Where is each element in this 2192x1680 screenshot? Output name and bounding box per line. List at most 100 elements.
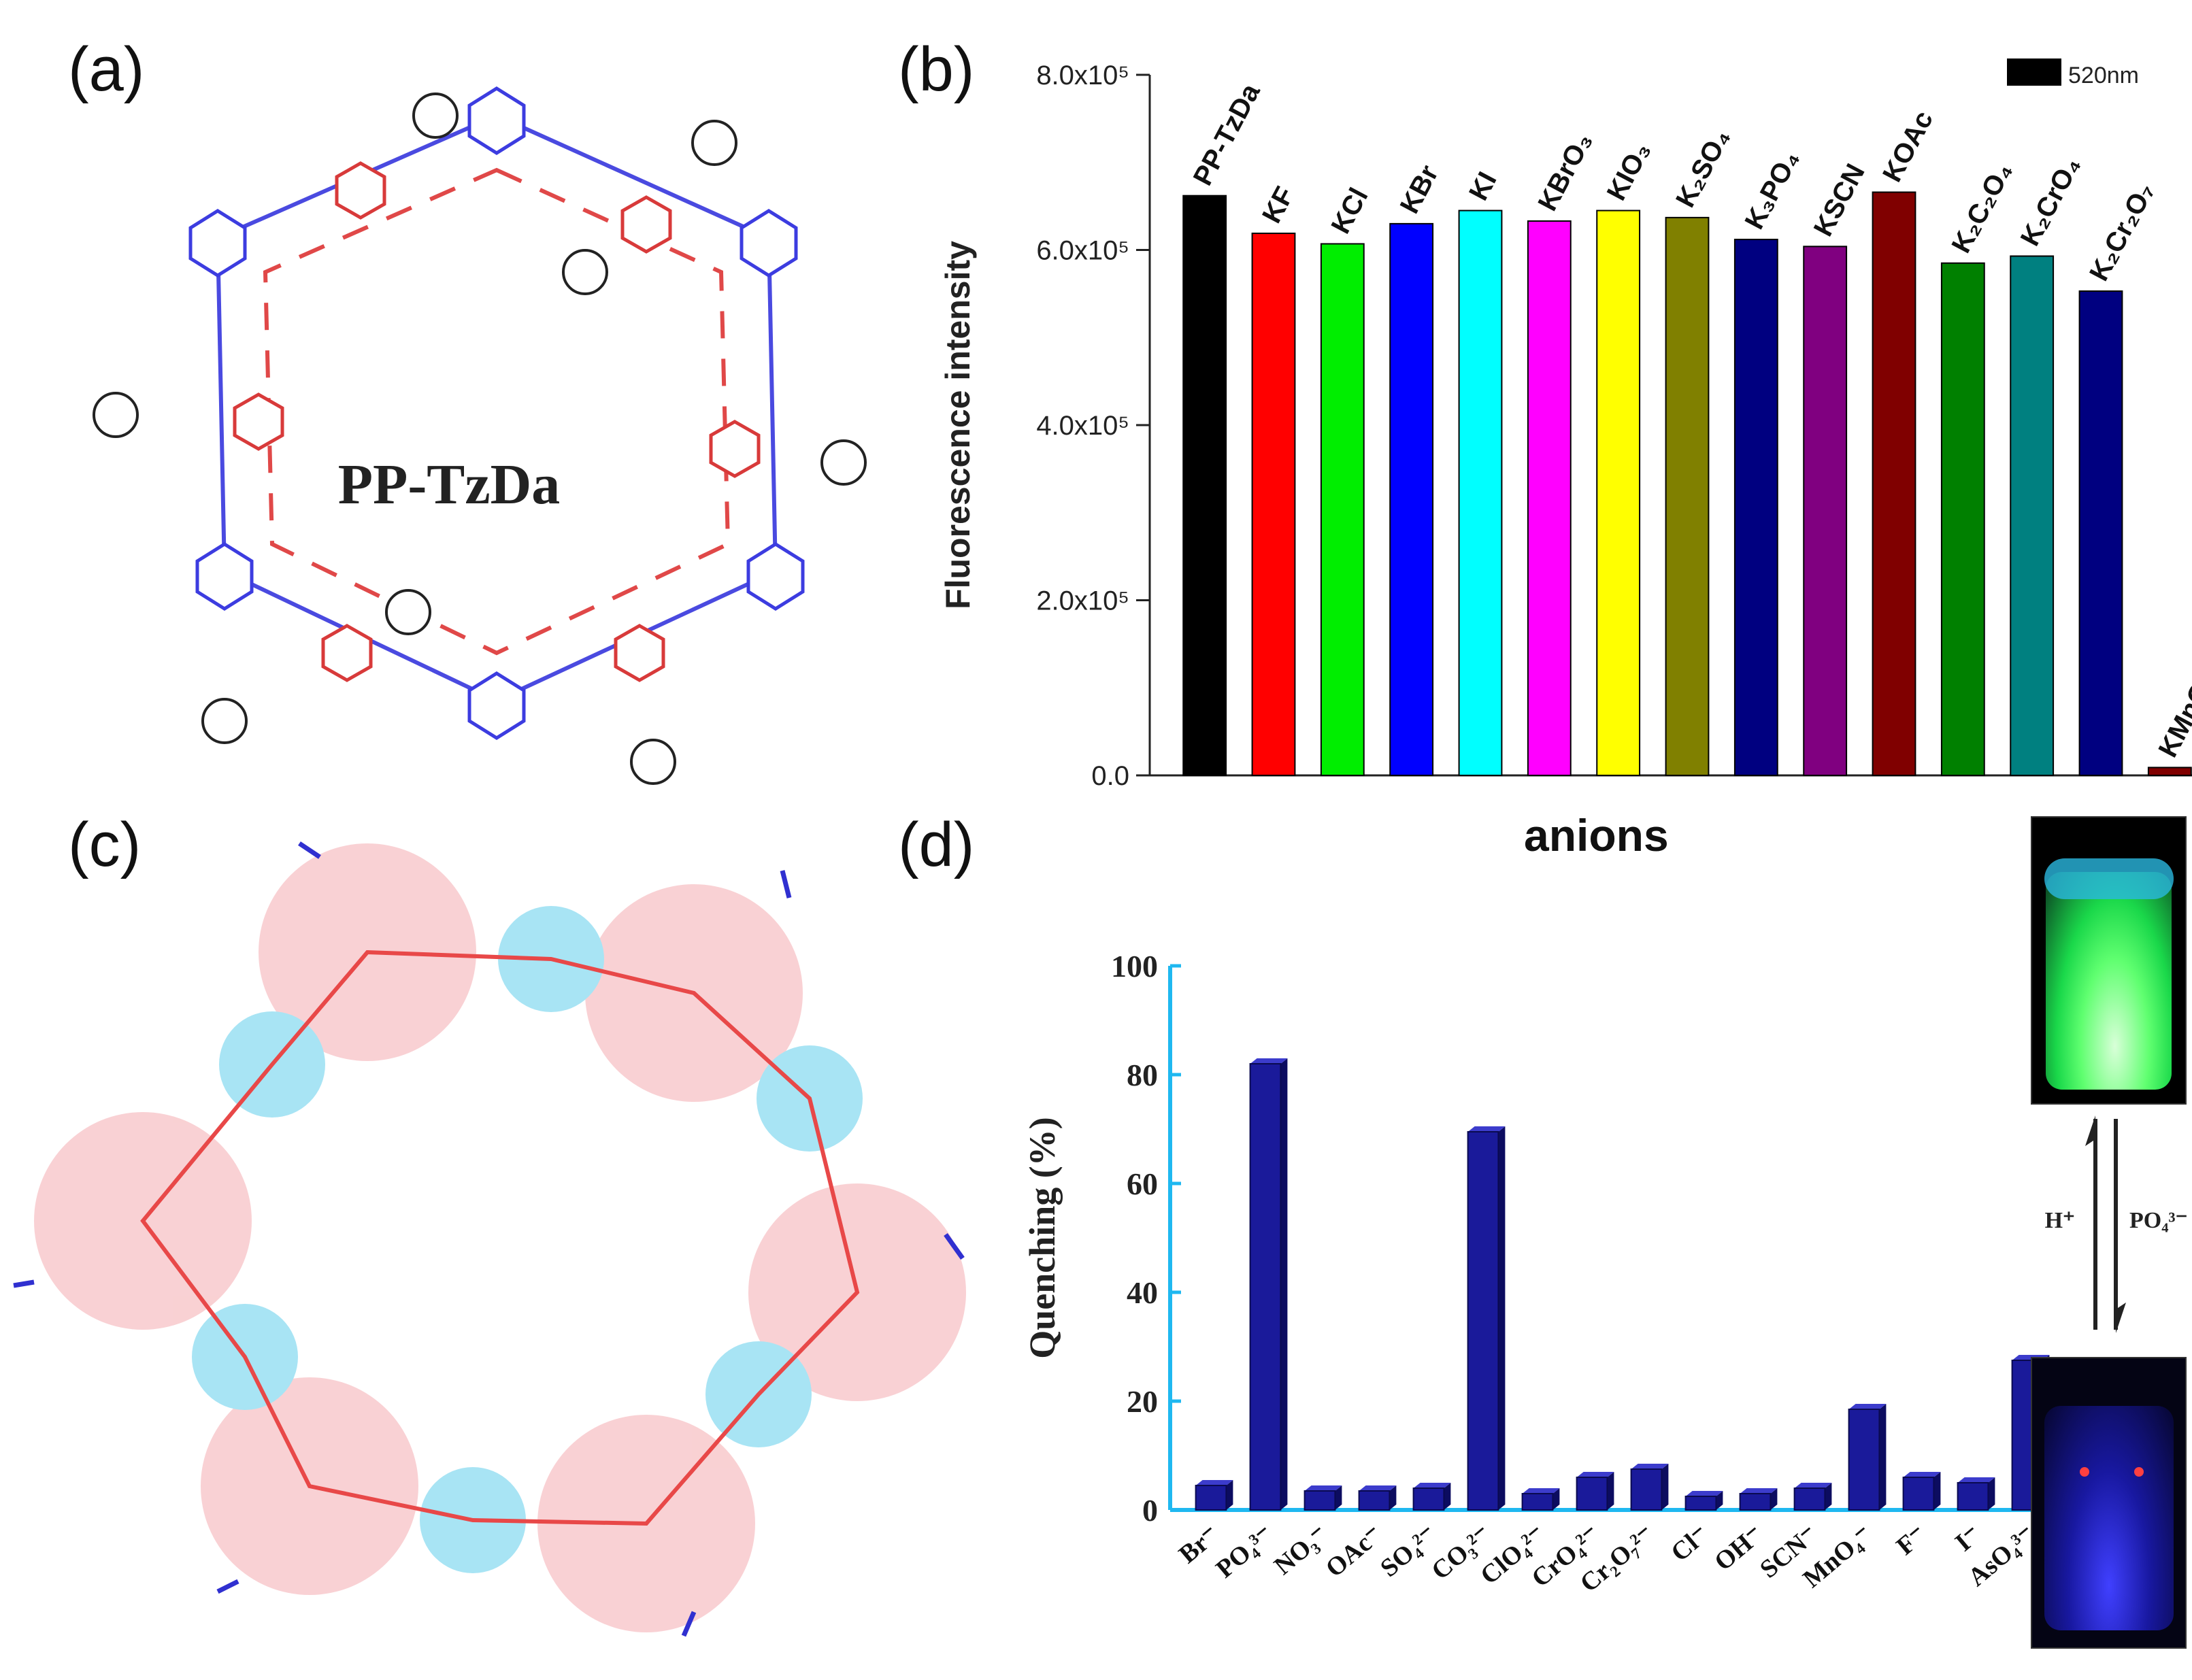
end-cap [681, 1611, 697, 1637]
y-tick-label: 8.0x10⁵ [1036, 61, 1129, 90]
bar [1848, 1409, 1880, 1511]
category-label: I⁻ [1950, 1520, 1987, 1558]
ring-backbone [140, 950, 860, 1526]
end-cap [780, 870, 792, 898]
bar-top [1522, 1488, 1560, 1494]
legend-label: 520nm [2068, 63, 2139, 88]
phenyl-substituent [562, 249, 608, 295]
y-tick-label: 6.0x10⁵ [1036, 236, 1129, 266]
bar [1733, 239, 1778, 776]
bar-side [1389, 1485, 1397, 1510]
y-tick-label: 40 [1127, 1275, 1158, 1310]
category-label: OAc⁻ [1321, 1520, 1388, 1583]
bar-side [1280, 1058, 1288, 1510]
bar [2078, 290, 2123, 776]
bar [2010, 255, 2055, 776]
phenyl-substituent [630, 739, 676, 785]
bar [1195, 1485, 1227, 1511]
bar [1739, 1493, 1772, 1511]
category-label: K₂Cr₂O₇ [2084, 178, 2160, 286]
end-cap [944, 1232, 965, 1260]
vial-spot [2080, 1467, 2089, 1477]
category-label: KMnO₄ [2153, 666, 2192, 762]
vial-spot [2134, 1467, 2144, 1477]
y-tick-label: 60 [1127, 1166, 1158, 1201]
bar [1940, 262, 1985, 776]
bar [1251, 233, 1296, 777]
category-label: KOAc [1877, 106, 1939, 187]
bar-side [1988, 1477, 1995, 1510]
category-label: NO₃⁻ [1269, 1520, 1333, 1581]
y-tick-label: 80 [1127, 1058, 1158, 1092]
arrow-label-right: PO₄³⁻ [2129, 1208, 2188, 1233]
phenyl-substituent [93, 392, 139, 438]
y-tick-label: 2.0x10⁵ [1036, 586, 1129, 616]
bar-top [1631, 1464, 1669, 1469]
y-tick-label: 0 [1142, 1493, 1158, 1528]
bar-side [1444, 1483, 1451, 1510]
category-label: PO₄³⁻ [1211, 1520, 1279, 1584]
vial-glow [2046, 872, 2172, 1090]
bar [1320, 243, 1365, 776]
bar [1793, 1488, 1826, 1511]
category-label: F⁻ [1891, 1520, 1932, 1561]
bar-top [1957, 1477, 1995, 1483]
bar-top [1740, 1488, 1778, 1494]
category-label: K₃PO₄ [1739, 146, 1805, 234]
diol-unit [321, 624, 373, 682]
ring-path-blue [215, 113, 778, 703]
bar-side [1661, 1464, 1669, 1510]
bar [1576, 1477, 1608, 1511]
triazine-unit [195, 542, 254, 611]
vial-cap-glow [2044, 858, 2174, 899]
category-label: KBrO₃ [1532, 128, 1598, 216]
bar [1412, 1488, 1445, 1511]
bar-top [1685, 1491, 1723, 1496]
phenyl-substituent [691, 120, 737, 166]
bar-top [1250, 1058, 1288, 1064]
bar-top [1576, 1472, 1614, 1477]
category-label: KBr [1395, 161, 1444, 218]
ring-path-inner [263, 167, 731, 656]
bar-side [1498, 1126, 1506, 1510]
y-axis-label: Fluorescence intensity [939, 241, 977, 609]
bar [1303, 1490, 1336, 1511]
triazine-unit [467, 671, 526, 740]
bar [1389, 222, 1434, 776]
bar-side [1335, 1485, 1342, 1510]
bar-side [1825, 1483, 1832, 1510]
bar [2147, 767, 2192, 776]
diol-unit [233, 392, 284, 451]
bar [1527, 220, 1572, 776]
category-label: KSCN [1808, 159, 1871, 241]
bar-side [1607, 1472, 1614, 1510]
structure-name: PP-TzDa [338, 453, 561, 516]
diol-unit [335, 161, 386, 220]
y-tick-label: 20 [1127, 1384, 1158, 1419]
category-label: K₂C₂O₄ [1946, 158, 2018, 258]
category-label: PP-TzDa [1188, 78, 1266, 190]
bar-top [1413, 1483, 1451, 1488]
panel-label-c: (c) [68, 810, 142, 879]
category-label: K₂CrO₄ [2015, 152, 2087, 250]
bar-side [1879, 1404, 1887, 1510]
bar-top [1903, 1472, 1941, 1477]
vial-dark [2044, 1406, 2174, 1630]
bar [1902, 1477, 1935, 1511]
bar [1684, 1496, 1717, 1511]
panel-label-a: (a) [68, 35, 145, 104]
diol-unit [709, 420, 761, 478]
y-axis-label: Quenching (%) [1022, 1117, 1063, 1359]
phenyl-substituent [385, 589, 431, 635]
diol-unit [620, 195, 672, 254]
panel-label-d: (d) [898, 810, 975, 879]
y-tick-label: 100 [1111, 949, 1158, 984]
bar-top [1848, 1404, 1887, 1409]
phenyl-substituent [201, 698, 248, 744]
bar [1665, 216, 1710, 776]
bar [1957, 1482, 1989, 1511]
bar [1358, 1490, 1391, 1511]
end-cap [216, 1579, 239, 1594]
